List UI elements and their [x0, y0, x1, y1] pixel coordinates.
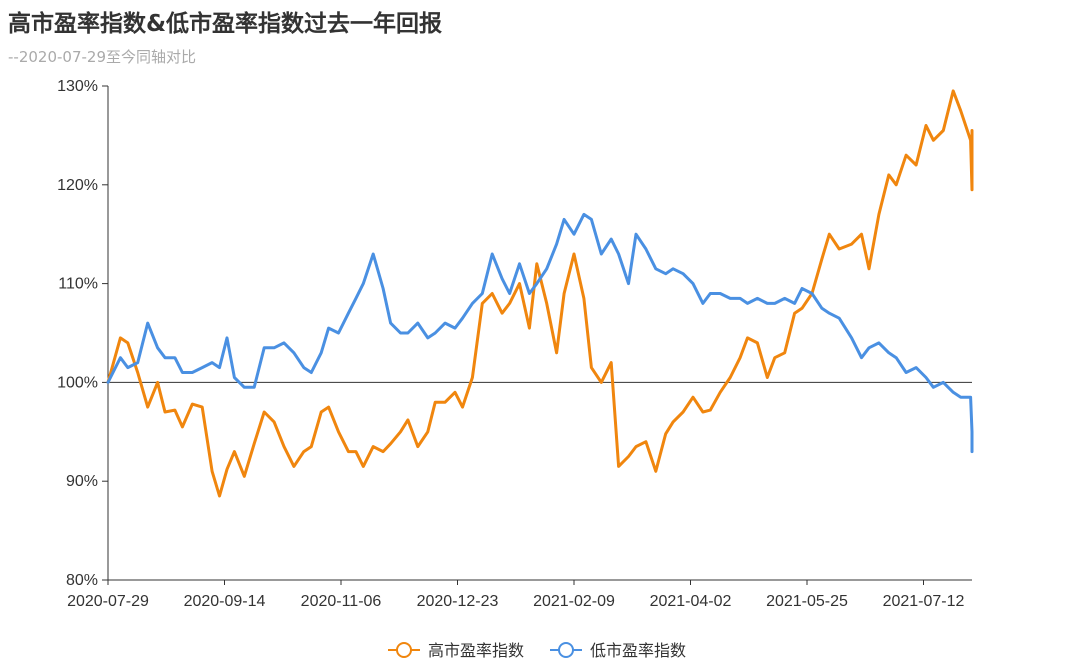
x-tick-label: 2021-05-25: [766, 593, 848, 610]
legend-circle-icon: [396, 642, 412, 658]
y-axis: 80% 90% 100% 110% 120% 130%: [57, 78, 972, 589]
legend-label: 高市盈率指数: [428, 641, 524, 660]
chart-subtitle: --2020-07-29至今同轴对比: [8, 48, 196, 66]
x-tick-label: 2020-09-14: [184, 593, 266, 610]
legend-item-low-pe[interactable]: 低市盈率指数: [550, 641, 686, 660]
legend[interactable]: 高市盈率指数 低市盈率指数: [388, 641, 686, 660]
x-tick-label: 2020-07-29: [67, 593, 149, 610]
y-tick-label: 110%: [58, 276, 98, 293]
y-tick-label: 130%: [57, 78, 98, 95]
x-tick-label: 2021-02-09: [533, 593, 615, 610]
y-tick-label: 90%: [66, 473, 98, 490]
x-tick-label: 2020-12-23: [417, 593, 499, 610]
legend-label: 低市盈率指数: [590, 641, 686, 660]
x-tick-label: 2020-11-06: [301, 593, 382, 610]
legend-item-high-pe[interactable]: 高市盈率指数: [388, 641, 524, 660]
series-line-low-pe: [106, 212, 974, 454]
series-line-high-pe: [106, 89, 974, 498]
series-layer: [106, 89, 974, 498]
y-tick-label: 80%: [66, 572, 98, 589]
x-tick-label: 2021-07-12: [883, 593, 965, 610]
x-tick-label: 2021-04-02: [650, 593, 732, 610]
y-tick-label: 120%: [57, 177, 98, 194]
legend-circle-icon: [558, 642, 574, 658]
y-tick-label: 100%: [57, 374, 98, 391]
x-axis: 2020-07-29 2020-09-14 2020-11-06 2020-12-23…: [67, 579, 972, 610]
chart-title: 高市盈率指数&低市盈率指数过去一年回报: [8, 11, 443, 37]
